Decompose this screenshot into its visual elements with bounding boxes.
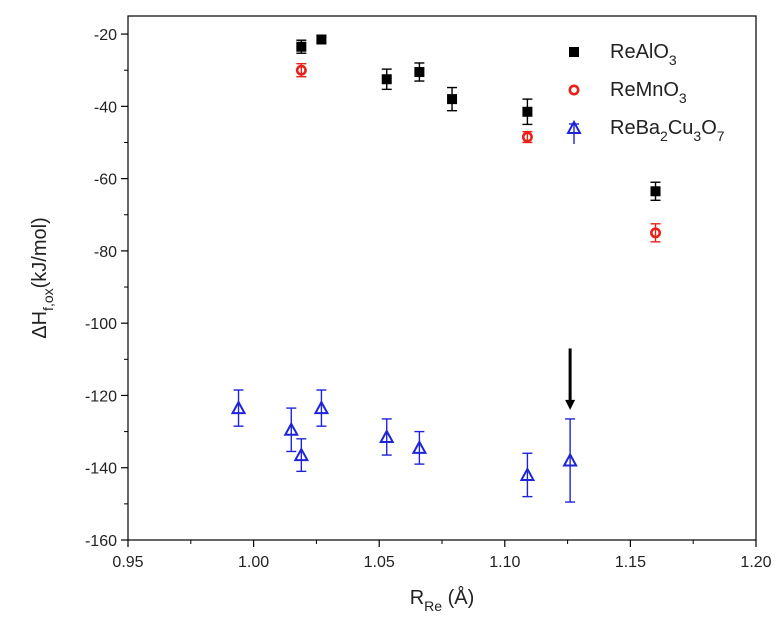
arrow-head <box>565 399 576 410</box>
data-point <box>296 41 307 52</box>
x-tick-label: 1.00 <box>238 554 269 571</box>
data-point <box>562 452 578 467</box>
legend-label: ReAlO3 <box>610 41 677 68</box>
x-tick-label: 0.95 <box>112 554 143 571</box>
data-point <box>381 74 392 85</box>
x-axis-title: RRe (Å) <box>410 586 475 614</box>
axes: 0.95 1.00 1.05 1.10 1.15 1.20 -20 -40 -60 -80 -100… <box>85 15 772 571</box>
data-point <box>521 131 533 143</box>
y-tick-label: -120 <box>85 388 117 405</box>
data-point <box>313 400 330 415</box>
data-point <box>650 186 661 197</box>
data-point <box>316 34 327 45</box>
data-point <box>522 106 533 117</box>
legend-label: ReMnO3 <box>610 79 687 106</box>
x-tick-label: 1.10 <box>489 554 520 571</box>
data-point <box>447 94 458 105</box>
data-point <box>414 67 425 78</box>
axis-titles: RRe (Å) ΔHf,ox(kJ/mol) <box>29 217 474 614</box>
legend-marker <box>569 47 579 57</box>
y-tick-label: -80 <box>94 244 117 261</box>
y-axis-title: ΔHf,ox(kJ/mol) <box>29 217 56 339</box>
data-point <box>283 421 299 436</box>
y-tick-label: -60 <box>94 172 117 189</box>
data-point <box>650 227 662 239</box>
legend-label: ReBa2Cu3O7 <box>610 117 725 144</box>
x-tick-label: 1.20 <box>740 554 771 571</box>
y-tick-label: -40 <box>94 99 117 116</box>
error-bars <box>233 35 661 503</box>
data-point <box>293 446 310 462</box>
data-point <box>411 439 428 454</box>
y-tick-label: -140 <box>85 461 117 478</box>
legend-marker <box>568 84 580 96</box>
data-markers <box>230 34 662 481</box>
legend-marker <box>566 119 582 134</box>
legend: ReAlO3 ReMnO3 ReBa2Cu3O7 <box>566 41 725 144</box>
data-point <box>379 428 395 444</box>
x-tick-label: 1.15 <box>615 554 646 571</box>
y-tick-label: -20 <box>94 27 117 44</box>
y-tick-label: -160 <box>85 533 117 550</box>
data-point <box>295 64 307 76</box>
data-point <box>230 400 247 415</box>
x-tick-label: 1.05 <box>364 554 395 571</box>
y-tick-label: -100 <box>85 316 117 333</box>
annotations <box>565 348 576 410</box>
data-point <box>519 466 536 481</box>
